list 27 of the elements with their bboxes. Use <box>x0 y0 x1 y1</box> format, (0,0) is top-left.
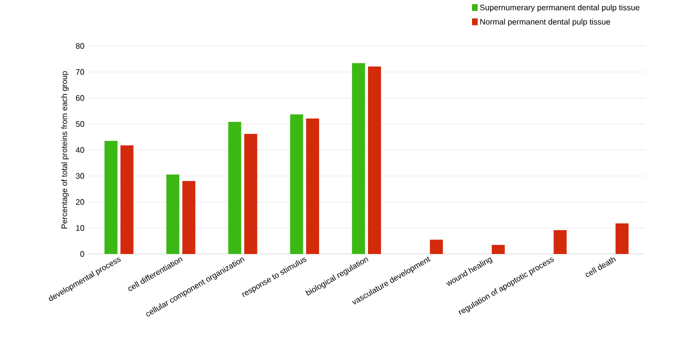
bar <box>182 180 196 254</box>
bar <box>228 122 242 254</box>
y-tick-label: 70 <box>76 69 84 75</box>
y-tick-label: 50 <box>76 121 84 127</box>
y-tick-label: 80 <box>76 43 84 49</box>
x-tick-label: cell death <box>586 257 616 278</box>
bar <box>430 240 443 254</box>
y-tick-label: 30 <box>76 173 84 179</box>
bar <box>368 66 381 254</box>
bar <box>352 63 365 254</box>
legend-label: Supernumerary permanent dental pulp tissue <box>480 4 640 12</box>
y-tick-label: 10 <box>76 225 84 231</box>
bar <box>306 118 320 254</box>
bar <box>492 244 505 254</box>
bar <box>166 174 180 254</box>
bar <box>554 230 567 254</box>
legend-label: Normal permanent dental pulp tissue <box>480 18 610 26</box>
y-tick-label: 0 <box>80 251 84 257</box>
y-axis-title: Percentage of total proteins from each group <box>61 71 69 228</box>
y-tick-label: 40 <box>76 147 84 153</box>
bar <box>616 223 629 254</box>
bar <box>244 134 258 254</box>
y-tick-label: 60 <box>76 95 84 101</box>
bar <box>104 140 118 254</box>
bar <box>120 145 134 254</box>
y-tick-label: 20 <box>76 199 84 205</box>
bar <box>290 114 304 254</box>
